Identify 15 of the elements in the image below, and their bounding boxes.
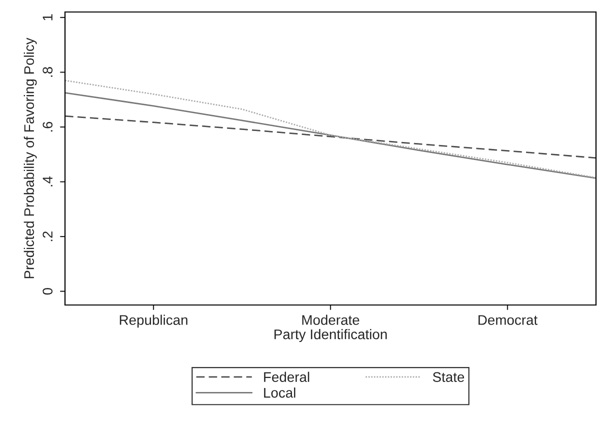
y-tick-label: .4 bbox=[42, 176, 52, 186]
x-axis-title: Party Identification bbox=[274, 329, 387, 342]
y-axis-title: Predicted Probability of Favoring Policy bbox=[24, 38, 37, 278]
legend-label: Local bbox=[264, 388, 296, 398]
legend-label: State bbox=[432, 372, 464, 382]
legend-label: Federal bbox=[264, 372, 310, 382]
y-tick-label: .2 bbox=[42, 231, 52, 242]
y-tick-label: 0 bbox=[42, 288, 53, 295]
x-tick-label: Democrat bbox=[478, 315, 538, 325]
x-tick-label: Republican bbox=[120, 314, 188, 328]
y-tick-label: 1 bbox=[42, 14, 52, 20]
line-series bbox=[65, 115, 596, 159]
y-tick-label: .6 bbox=[42, 122, 53, 132]
x-tick-label: Moderate bbox=[302, 314, 360, 325]
y-tick-label: .8 bbox=[42, 67, 53, 77]
